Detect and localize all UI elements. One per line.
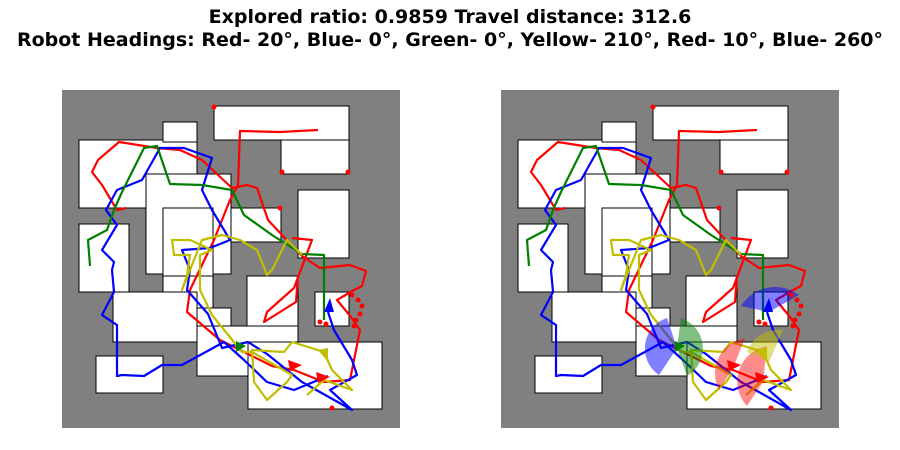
explored-free-space bbox=[517, 105, 822, 410]
robot-green-arrow bbox=[675, 341, 685, 352]
robot-path-blue bbox=[100, 146, 359, 412]
frontier-points bbox=[650, 104, 804, 411]
robot-path-yellow bbox=[609, 233, 793, 402]
fov-cone-yellow bbox=[747, 329, 783, 362]
robot-red-2-arrow bbox=[755, 372, 769, 383]
fov-cone-blue-left bbox=[644, 318, 677, 375]
robot-yellow-arrow bbox=[318, 348, 328, 362]
robot-yellow-arrow bbox=[757, 348, 767, 362]
figure-title-line2: Robot Headings: Red- 20°, Blue- 0°, Gree… bbox=[16, 29, 884, 51]
exploration-map-left bbox=[62, 90, 400, 428]
robot-path-red-b bbox=[262, 236, 314, 324]
fov-cone-green bbox=[677, 318, 703, 376]
frontier-points bbox=[211, 104, 365, 411]
robot-path-green bbox=[525, 144, 765, 320]
robot-red-1-arrow bbox=[727, 360, 741, 371]
explored-free-space bbox=[78, 105, 383, 410]
figure-title-line1: Explored ratio: 0.9859 Travel distance: … bbox=[208, 6, 692, 28]
robot-markers bbox=[675, 298, 773, 383]
robot-red-2-arrow bbox=[316, 372, 330, 383]
robot-blue-1-arrow bbox=[763, 298, 773, 312]
robot-markers bbox=[236, 298, 334, 383]
fov-cone-red-2 bbox=[737, 346, 767, 406]
fov-cone-blue-top bbox=[741, 287, 799, 312]
robot-path-green bbox=[86, 144, 326, 320]
robot-red-1-arrow bbox=[288, 360, 302, 371]
robot-path-red-b bbox=[701, 236, 753, 324]
exploration-map-right-with-fov bbox=[501, 90, 839, 428]
robot-path-blue bbox=[539, 146, 798, 412]
robot-blue-1-arrow bbox=[324, 298, 334, 312]
robot-green-arrow bbox=[236, 341, 246, 352]
robot-path-yellow bbox=[170, 233, 354, 402]
